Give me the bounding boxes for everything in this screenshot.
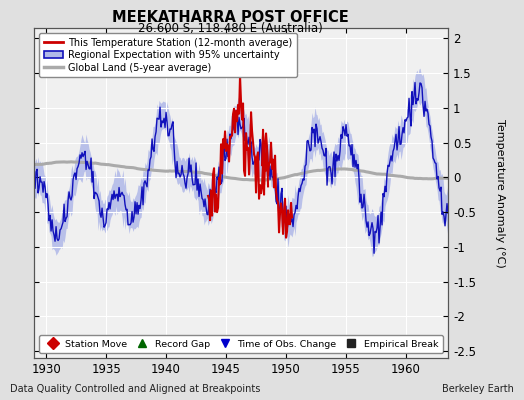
Legend: Station Move, Record Gap, Time of Obs. Change, Empirical Break: Station Move, Record Gap, Time of Obs. C… xyxy=(39,335,443,353)
Text: MEEKATHARRA POST OFFICE: MEEKATHARRA POST OFFICE xyxy=(112,10,349,25)
Text: 26.600 S, 118.480 E (Australia): 26.600 S, 118.480 E (Australia) xyxy=(138,22,323,35)
Text: Berkeley Earth: Berkeley Earth xyxy=(442,384,514,394)
Y-axis label: Temperature Anomaly (°C): Temperature Anomaly (°C) xyxy=(495,119,505,267)
Text: Data Quality Controlled and Aligned at Breakpoints: Data Quality Controlled and Aligned at B… xyxy=(10,384,261,394)
